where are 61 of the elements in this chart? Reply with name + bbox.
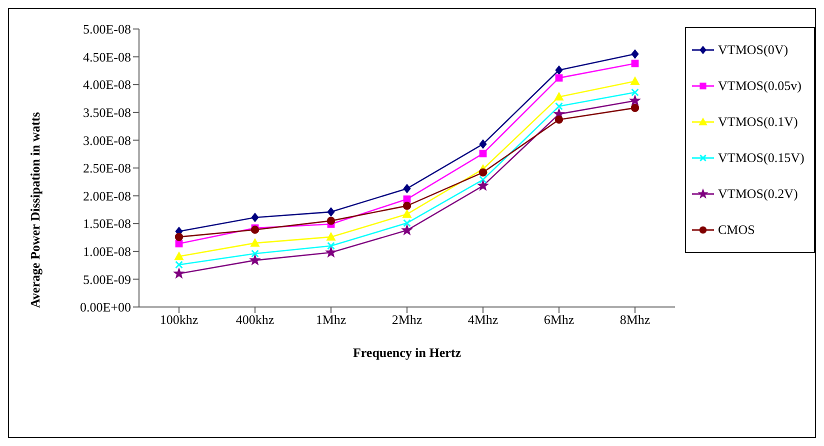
point [631, 50, 639, 59]
point [250, 254, 260, 265]
point [403, 219, 411, 227]
point [175, 260, 183, 269]
point [630, 104, 640, 112]
legend-label: VTMOS(0.2V) [718, 186, 798, 202]
y-tick-label: 5.00E-08 [82, 22, 131, 37]
point [174, 268, 184, 278]
legend-label: VTMOS(0.15V) [718, 150, 804, 166]
x-tick-label: 400khz [236, 312, 274, 328]
point [251, 212, 259, 222]
y-axis-title: Average Power Dissipation in watts [28, 112, 43, 308]
point [326, 216, 336, 225]
point [174, 232, 184, 242]
point [175, 240, 183, 248]
y-tick-label: 1.00E-08 [82, 244, 131, 260]
point [402, 210, 412, 218]
point [478, 180, 488, 190]
y-tick-label: 4.00E-08 [82, 77, 131, 92]
y-tick-label: 4.50E-08 [82, 49, 131, 64]
x-tick-label: 1Mhz [316, 312, 346, 328]
x-tick-label: 2Mhz [392, 312, 422, 328]
x-tick-label: 6Mhz [544, 312, 574, 328]
x-tick-label: 100khz [160, 312, 198, 328]
y-tick-label: 3.50E-08 [82, 105, 131, 120]
point [479, 150, 487, 158]
y-tick-label: 3.00E-08 [82, 132, 131, 148]
point [402, 224, 412, 235]
point [555, 66, 563, 75]
point [327, 242, 335, 250]
point [479, 176, 487, 184]
point [555, 102, 563, 110]
point [555, 74, 563, 82]
point [251, 250, 259, 258]
y-tick-label: 2.50E-08 [82, 160, 131, 176]
point [327, 207, 335, 216]
point [402, 202, 412, 210]
point [250, 238, 260, 247]
point [478, 168, 488, 177]
legend-label: VTMOS(0.05v) [718, 78, 802, 94]
point [630, 95, 640, 106]
y-tick-label: 5.00E-09 [82, 272, 131, 287]
point [479, 140, 487, 149]
x-tick-label: 4Mhz [468, 312, 498, 328]
legend-label: VTMOS(0.1V) [718, 114, 798, 130]
y-tick-label: 1.50E-08 [82, 216, 131, 232]
point [403, 184, 411, 194]
point [631, 60, 639, 68]
point [174, 252, 184, 260]
x-axis-title: Frequency in Hertz [352, 345, 462, 360]
y-tick-label: 0.00E+00 [80, 300, 131, 315]
point [631, 88, 639, 96]
x-tick-label: 8Mhz [620, 312, 650, 328]
y-tick-label: 2.00E-08 [82, 188, 131, 204]
legend-label: VTMOS(0V) [718, 42, 788, 58]
point [326, 247, 336, 257]
point [554, 116, 564, 124]
point [554, 92, 564, 101]
point [630, 76, 640, 85]
legend-label: CMOS [718, 222, 755, 238]
point [326, 232, 336, 241]
